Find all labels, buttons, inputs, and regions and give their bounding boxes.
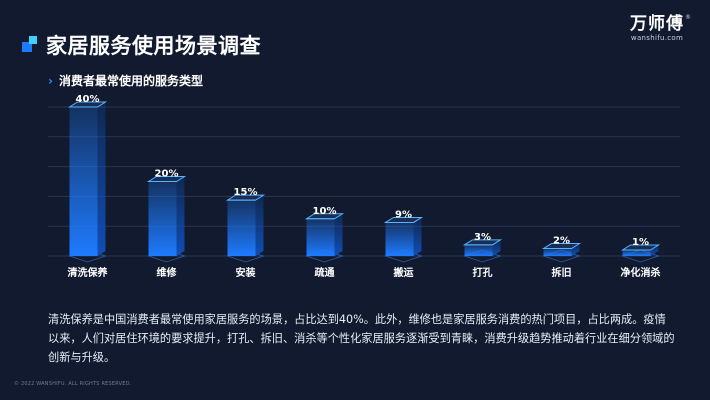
bar	[227, 200, 256, 256]
data-label: 15%	[234, 187, 258, 198]
bar-side	[334, 213, 343, 256]
data-label: 3%	[474, 232, 491, 243]
data-label: 20%	[155, 169, 179, 180]
chart-subtitle-text: 消费者最常使用的服务类型	[58, 74, 203, 88]
bar	[148, 181, 177, 256]
brand-url: wanshifu.com	[630, 34, 684, 42]
chart-subtitle: › 消费者最常使用的服务类型	[48, 72, 203, 89]
bar-side	[413, 217, 422, 256]
bar-side	[97, 102, 106, 256]
data-label: 10%	[313, 206, 337, 217]
bar-side	[176, 176, 185, 256]
data-label: 1%	[632, 237, 649, 248]
summary-text: 清洗保养是中国消费者最常使用家居服务的场景，占比达到40%。此外，维修也是家居服…	[48, 313, 675, 364]
bar	[69, 107, 98, 256]
data-label: 40%	[76, 94, 100, 105]
bar	[622, 250, 651, 256]
category-label: 拆旧	[552, 266, 572, 279]
bar-side	[255, 195, 264, 256]
category-label: 清洗保养	[68, 266, 109, 279]
bar	[385, 222, 414, 256]
category-label: 搬运	[394, 266, 414, 279]
bar	[306, 218, 335, 256]
brand-logo: 万师傅 wanshifu.com ®	[630, 14, 691, 43]
brand-registered-mark: ®	[685, 14, 691, 21]
bar-side	[571, 243, 580, 256]
bar	[464, 244, 493, 256]
bar	[543, 248, 572, 256]
page-title: 家居服务使用场景调查	[46, 34, 261, 58]
data-label: 9%	[395, 209, 412, 220]
brand-name: 万师傅	[630, 14, 684, 34]
category-label: 净化消杀	[621, 266, 661, 279]
category-label: 打孔	[473, 266, 493, 279]
category-label: 维修	[157, 266, 178, 279]
copyright-footer: © 2022 WANSHIFU. ALL RIGHTS RESERVED.	[14, 381, 132, 387]
title-accent-icon	[22, 36, 40, 54]
chevron-right-icon: ›	[48, 74, 53, 88]
category-label: 疏通	[315, 266, 335, 279]
bar-side	[650, 245, 659, 256]
category-label: 安装	[236, 266, 256, 279]
data-label: 2%	[553, 236, 570, 247]
